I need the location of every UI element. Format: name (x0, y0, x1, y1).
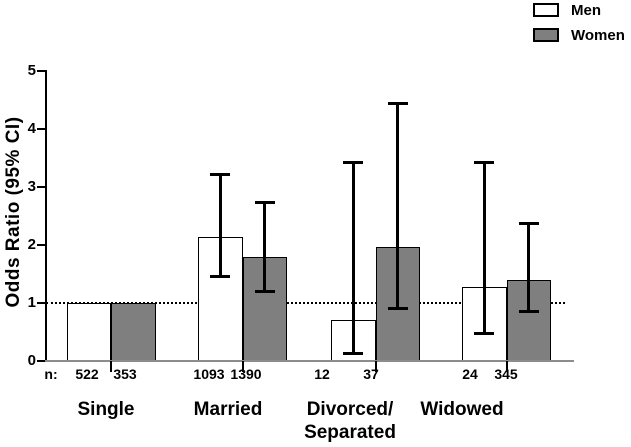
y-tick-label-0: 0 (27, 352, 36, 369)
error-bar-line-women-1 (263, 202, 267, 292)
category-label-0: Single (77, 399, 135, 420)
n-value-women-2: 37 (363, 366, 379, 382)
error-bar-cap-top-men-1 (210, 172, 231, 176)
legend-item-women: Women (533, 26, 625, 44)
y-tick-mark (37, 186, 45, 188)
n-value-men-1: 1093 (193, 366, 225, 382)
women-swatch-icon (533, 28, 559, 42)
error-bar-cap-top-women-2 (387, 101, 408, 105)
error-bar-cap-bottom-women-1 (254, 289, 275, 293)
y-tick-mark (37, 302, 45, 304)
error-bar-line-men-3 (482, 162, 486, 334)
error-bar-cap-top-women-3 (518, 222, 539, 226)
x-tick-mark-3 (505, 361, 508, 372)
y-tick-mark (37, 70, 45, 72)
legend: Men Women (533, 1, 625, 51)
reference-line (46, 302, 565, 304)
x-tick-mark-1 (241, 361, 244, 372)
legend-label-women: Women (571, 26, 625, 44)
n-prefix-label: n: (44, 366, 58, 382)
error-bar-cap-top-women-1 (254, 200, 275, 204)
error-bar-cap-top-men-3 (474, 160, 495, 164)
bar-men-0 (66, 303, 111, 361)
y-tick-mark (37, 244, 45, 246)
n-value-women-0: 353 (113, 366, 137, 382)
error-bar-cap-bottom-men-1 (210, 275, 231, 279)
category-label-1: Married (193, 399, 263, 420)
legend-label-men: Men (571, 1, 601, 19)
n-value-men-0: 522 (75, 366, 99, 382)
x-tick-mark-0 (110, 361, 112, 372)
legend-item-men: Men (533, 1, 625, 19)
category-label-2: Divorced/ Separated (304, 399, 396, 443)
error-bar-cap-bottom-men-2 (343, 351, 364, 355)
category-label-3: Widowed (420, 399, 504, 420)
error-bar-line-women-2 (396, 103, 400, 309)
y-tick-label-3: 3 (27, 178, 36, 195)
y-axis (45, 70, 47, 362)
y-axis-title: Odds Ratio (95% CI) (3, 116, 24, 308)
y-tick-label-2: 2 (27, 236, 36, 253)
error-bar-line-men-1 (218, 174, 222, 277)
y-tick-label-4: 4 (27, 120, 36, 137)
y-tick-label-5: 5 (27, 62, 36, 79)
x-tick-mark-2 (374, 361, 377, 372)
error-bar-cap-bottom-women-2 (387, 307, 408, 311)
n-value-women-3: 345 (494, 366, 518, 382)
men-swatch-icon (533, 3, 559, 17)
y-tick-mark (37, 128, 45, 130)
n-value-women-1: 1390 (230, 366, 262, 382)
error-bar-cap-bottom-women-3 (518, 310, 539, 314)
error-bar-line-women-3 (527, 223, 531, 312)
x-axis (45, 360, 574, 362)
y-tick-label-1: 1 (27, 294, 36, 311)
n-value-men-2: 12 (314, 366, 330, 382)
error-bar-cap-top-men-2 (343, 160, 364, 164)
error-bar-line-men-2 (351, 162, 355, 354)
error-bar-cap-bottom-men-3 (474, 331, 495, 335)
n-value-men-3: 24 (462, 366, 478, 382)
bar-women-0 (111, 303, 156, 361)
y-tick-mark (37, 360, 45, 362)
